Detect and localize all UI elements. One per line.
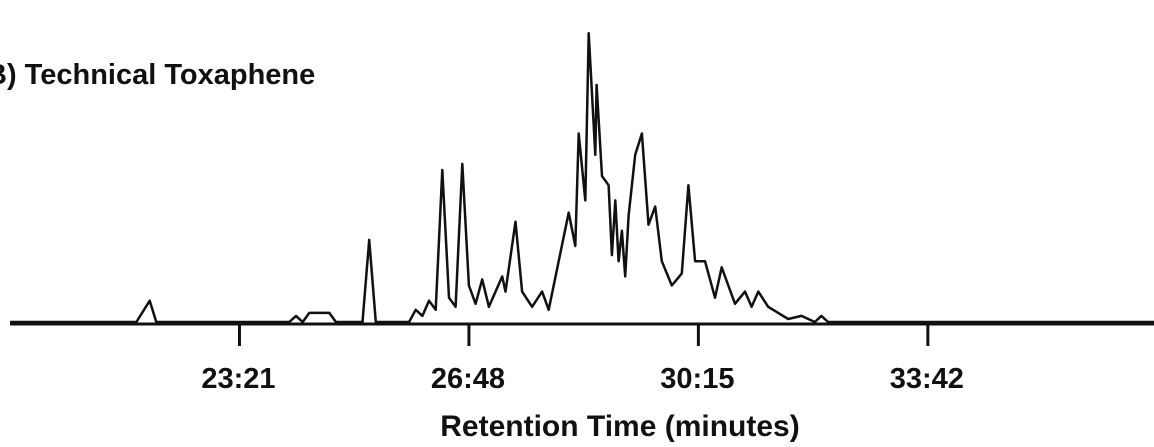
- x-tick-label: 33:42: [890, 363, 964, 395]
- chart-title: B) Technical Toxaphene: [0, 59, 315, 91]
- x-tick-label: 26:48: [431, 363, 505, 395]
- x-axis-label: Retention Time (minutes): [440, 410, 799, 443]
- x-tick-label: 23:21: [201, 363, 275, 395]
- chromatogram-trace: [10, 31, 1154, 324]
- x-tick-label: 30:15: [660, 363, 734, 395]
- chromatogram-trace-group: [10, 31, 1154, 324]
- x-axis-ticks: 23:21 26:48 30:15 33:42: [201, 324, 964, 395]
